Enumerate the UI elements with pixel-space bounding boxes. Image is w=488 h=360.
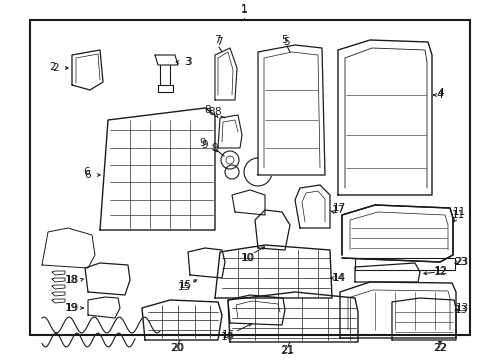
Text: 22: 22 xyxy=(432,343,446,353)
Text: 18: 18 xyxy=(65,275,79,285)
Text: 10: 10 xyxy=(240,253,253,263)
Text: 7: 7 xyxy=(215,37,222,47)
Text: 13: 13 xyxy=(453,305,467,315)
Text: 3: 3 xyxy=(183,57,190,67)
Text: 3: 3 xyxy=(184,57,191,67)
Text: 19: 19 xyxy=(65,303,79,313)
Text: 11: 11 xyxy=(451,207,465,217)
Text: 16: 16 xyxy=(220,332,233,342)
Text: 19: 19 xyxy=(64,303,78,313)
Text: 11: 11 xyxy=(450,210,464,220)
Text: 9: 9 xyxy=(201,140,208,150)
Text: 12: 12 xyxy=(433,266,447,276)
Text: 21: 21 xyxy=(280,346,293,356)
Text: 15: 15 xyxy=(178,280,191,290)
Text: 8: 8 xyxy=(214,107,221,117)
Text: 2: 2 xyxy=(50,62,56,72)
Text: 17: 17 xyxy=(331,205,344,215)
Text: 20: 20 xyxy=(171,343,184,353)
Text: 2: 2 xyxy=(53,63,59,73)
Text: 6: 6 xyxy=(84,170,91,180)
Text: 12: 12 xyxy=(432,267,446,277)
Text: 9: 9 xyxy=(199,138,206,148)
Text: 14: 14 xyxy=(331,273,344,283)
Text: 9: 9 xyxy=(211,143,218,153)
Text: 10: 10 xyxy=(241,253,254,263)
Text: 6: 6 xyxy=(83,167,90,177)
Text: 17: 17 xyxy=(332,203,345,213)
Text: 20: 20 xyxy=(170,343,183,353)
Text: 1: 1 xyxy=(240,5,247,15)
Text: 8: 8 xyxy=(204,105,211,115)
Text: 5: 5 xyxy=(283,37,290,47)
Text: 18: 18 xyxy=(64,275,78,285)
Text: 15: 15 xyxy=(177,282,190,292)
Text: 21: 21 xyxy=(281,345,294,355)
Text: 16: 16 xyxy=(221,330,234,340)
Text: 22: 22 xyxy=(433,343,447,353)
Text: 4: 4 xyxy=(436,90,443,100)
Text: 1: 1 xyxy=(240,4,247,14)
Text: 23: 23 xyxy=(453,257,467,267)
Text: 23: 23 xyxy=(454,257,468,267)
Text: 5: 5 xyxy=(281,35,288,45)
Text: 8: 8 xyxy=(208,107,215,117)
Text: 7: 7 xyxy=(213,35,220,45)
Text: 4: 4 xyxy=(437,88,444,98)
Bar xyxy=(30,20,469,335)
Text: 13: 13 xyxy=(454,303,468,313)
Text: 14: 14 xyxy=(332,273,345,283)
